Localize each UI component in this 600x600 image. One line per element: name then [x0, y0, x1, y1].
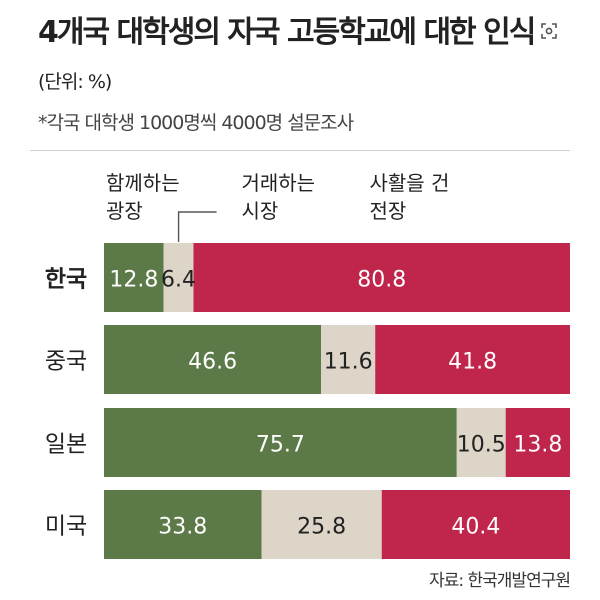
bar-segment	[104, 408, 457, 477]
legend-leader-line	[177, 211, 217, 242]
category-label: 일본	[45, 432, 87, 458]
legend-label: 함께하는	[106, 171, 180, 195]
survey-note: *각국 대학생 1000명씩 4000명 설문조사	[38, 112, 354, 134]
data-label: 46.6	[188, 350, 237, 375]
data-label: 75.7	[256, 433, 305, 458]
legend-label: 사활을 건	[369, 171, 449, 195]
lens-search-icon[interactable]	[536, 18, 562, 44]
legend-label: 광장	[106, 199, 143, 223]
chart-title: 4개국 대학생의 자국 고등학교에 대한 인식 (단위: %)	[38, 10, 538, 105]
data-label: 80.8	[357, 268, 406, 293]
divider-line	[30, 150, 570, 151]
data-label: 6.4	[161, 268, 196, 293]
category-label: 미국	[45, 514, 87, 540]
legend-label: 시장	[241, 199, 278, 223]
title-text: 4개국 대학생의 자국 고등학교에 대한 인식	[38, 15, 536, 50]
unit-label: (단위: %)	[38, 71, 112, 93]
legend-label: 전장	[369, 199, 406, 223]
bar-segment	[381, 490, 570, 559]
legend-label: 거래하는	[241, 171, 315, 195]
bar-segment	[261, 490, 382, 559]
data-label: 40.4	[451, 515, 500, 540]
data-label: 12.8	[109, 268, 158, 293]
bar-segment	[456, 408, 506, 477]
data-label: 33.8	[158, 515, 207, 540]
source-note: 자료: 한국개발연구원	[429, 571, 571, 591]
bar-segment	[104, 243, 164, 312]
bar-segment	[104, 325, 322, 394]
category-label: 중국	[45, 349, 87, 375]
data-label: 11.6	[324, 350, 373, 375]
category-label: 한국	[45, 267, 87, 293]
bar-segment	[375, 325, 570, 394]
data-label: 25.8	[297, 515, 346, 540]
bar-segment	[505, 408, 570, 477]
data-label: 41.8	[448, 350, 497, 375]
bar-segment	[321, 325, 376, 394]
data-label: 10.5	[457, 433, 506, 458]
bar-segment	[104, 490, 262, 559]
data-label: 13.8	[513, 433, 562, 458]
bar-segment	[193, 243, 571, 312]
bar-segment	[163, 243, 194, 312]
